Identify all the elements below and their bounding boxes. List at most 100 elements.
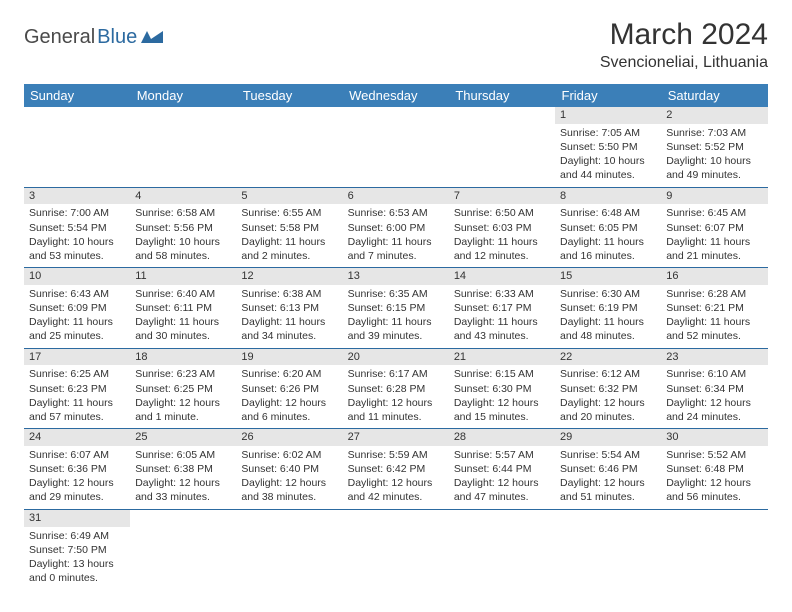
day-number: 8 — [555, 188, 661, 205]
calendar-day-cell: 2Sunrise: 7:03 AMSunset: 5:52 PMDaylight… — [661, 107, 767, 187]
daylight-text: and 11 minutes. — [348, 410, 444, 424]
title-block: March 2024 Svencioneliai, Lithuania — [600, 18, 768, 72]
calendar-day-cell: 5Sunrise: 6:55 AMSunset: 5:58 PMDaylight… — [236, 187, 342, 268]
sunrise-text: Sunrise: 6:55 AM — [241, 206, 337, 220]
weekday-header: Thursday — [449, 84, 555, 107]
daylight-text: Daylight: 12 hours — [454, 396, 550, 410]
day-number: 26 — [236, 429, 342, 446]
sunset-text: Sunset: 6:46 PM — [560, 462, 656, 476]
sunset-text: Sunset: 6:09 PM — [29, 301, 125, 315]
sunrise-text: Sunrise: 6:07 AM — [29, 448, 125, 462]
sunrise-text: Sunrise: 6:53 AM — [348, 206, 444, 220]
sunrise-text: Sunrise: 6:50 AM — [454, 206, 550, 220]
daylight-text: Daylight: 11 hours — [29, 315, 125, 329]
sunset-text: Sunset: 6:48 PM — [666, 462, 762, 476]
sunrise-text: Sunrise: 6:43 AM — [29, 287, 125, 301]
weekday-header: Tuesday — [236, 84, 342, 107]
calendar-day-cell — [236, 107, 342, 187]
calendar-day-cell: 18Sunrise: 6:23 AMSunset: 6:25 PMDayligh… — [130, 348, 236, 429]
daylight-text: Daylight: 10 hours — [135, 235, 231, 249]
daylight-text: and 42 minutes. — [348, 490, 444, 504]
sunset-text: Sunset: 6:17 PM — [454, 301, 550, 315]
sunrise-text: Sunrise: 6:23 AM — [135, 367, 231, 381]
day-number: 15 — [555, 268, 661, 285]
daylight-text: and 58 minutes. — [135, 249, 231, 263]
calendar-day-cell: 12Sunrise: 6:38 AMSunset: 6:13 PMDayligh… — [236, 268, 342, 349]
daylight-text: Daylight: 10 hours — [666, 154, 762, 168]
day-number: 6 — [343, 188, 449, 205]
calendar-week-row: 3Sunrise: 7:00 AMSunset: 5:54 PMDaylight… — [24, 187, 768, 268]
sunrise-text: Sunrise: 6:02 AM — [241, 448, 337, 462]
sunset-text: Sunset: 6:42 PM — [348, 462, 444, 476]
sunset-text: Sunset: 6:36 PM — [29, 462, 125, 476]
day-number: 21 — [449, 349, 555, 366]
sunrise-text: Sunrise: 6:45 AM — [666, 206, 762, 220]
daylight-text: Daylight: 12 hours — [560, 396, 656, 410]
day-number: 19 — [236, 349, 342, 366]
sunset-text: Sunset: 6:32 PM — [560, 382, 656, 396]
sunset-text: Sunset: 6:25 PM — [135, 382, 231, 396]
daylight-text: Daylight: 10 hours — [29, 235, 125, 249]
calendar-day-cell — [236, 509, 342, 589]
daylight-text: and 25 minutes. — [29, 329, 125, 343]
sunrise-text: Sunrise: 6:17 AM — [348, 367, 444, 381]
daylight-text: and 15 minutes. — [454, 410, 550, 424]
day-number: 9 — [661, 188, 767, 205]
daylight-text: Daylight: 11 hours — [454, 235, 550, 249]
sunset-text: Sunset: 7:50 PM — [29, 543, 125, 557]
daylight-text: and 49 minutes. — [666, 168, 762, 182]
day-number: 11 — [130, 268, 236, 285]
logo-text-1: General — [24, 26, 95, 49]
daylight-text: Daylight: 11 hours — [241, 235, 337, 249]
calendar-day-cell: 6Sunrise: 6:53 AMSunset: 6:00 PMDaylight… — [343, 187, 449, 268]
day-number: 20 — [343, 349, 449, 366]
daylight-text: and 21 minutes. — [666, 249, 762, 263]
day-number: 3 — [24, 188, 130, 205]
sunset-text: Sunset: 6:26 PM — [241, 382, 337, 396]
calendar-table: SundayMondayTuesdayWednesdayThursdayFrid… — [24, 84, 768, 589]
day-number: 30 — [661, 429, 767, 446]
header: GeneralBlue March 2024 Svencioneliai, Li… — [24, 18, 768, 72]
sunrise-text: Sunrise: 6:28 AM — [666, 287, 762, 301]
sunset-text: Sunset: 6:11 PM — [135, 301, 231, 315]
sunset-text: Sunset: 6:28 PM — [348, 382, 444, 396]
weekday-header: Wednesday — [343, 84, 449, 107]
daylight-text: Daylight: 12 hours — [135, 396, 231, 410]
calendar-week-row: 10Sunrise: 6:43 AMSunset: 6:09 PMDayligh… — [24, 268, 768, 349]
calendar-day-cell: 10Sunrise: 6:43 AMSunset: 6:09 PMDayligh… — [24, 268, 130, 349]
sunrise-text: Sunrise: 5:54 AM — [560, 448, 656, 462]
sunrise-text: Sunrise: 6:20 AM — [241, 367, 337, 381]
sunrise-text: Sunrise: 6:35 AM — [348, 287, 444, 301]
daylight-text: and 48 minutes. — [560, 329, 656, 343]
daylight-text: Daylight: 12 hours — [348, 476, 444, 490]
calendar-day-cell — [343, 509, 449, 589]
sunrise-text: Sunrise: 6:40 AM — [135, 287, 231, 301]
calendar-week-row: 24Sunrise: 6:07 AMSunset: 6:36 PMDayligh… — [24, 429, 768, 510]
sunset-text: Sunset: 6:13 PM — [241, 301, 337, 315]
sunrise-text: Sunrise: 7:05 AM — [560, 126, 656, 140]
day-number: 23 — [661, 349, 767, 366]
daylight-text: Daylight: 12 hours — [241, 476, 337, 490]
day-number: 12 — [236, 268, 342, 285]
calendar-day-cell — [343, 107, 449, 187]
calendar-day-cell: 26Sunrise: 6:02 AMSunset: 6:40 PMDayligh… — [236, 429, 342, 510]
calendar-day-cell: 23Sunrise: 6:10 AMSunset: 6:34 PMDayligh… — [661, 348, 767, 429]
day-number: 16 — [661, 268, 767, 285]
calendar-day-cell — [130, 107, 236, 187]
sunrise-text: Sunrise: 6:25 AM — [29, 367, 125, 381]
daylight-text: Daylight: 11 hours — [666, 235, 762, 249]
day-number: 14 — [449, 268, 555, 285]
daylight-text: and 2 minutes. — [241, 249, 337, 263]
sunset-text: Sunset: 6:05 PM — [560, 221, 656, 235]
calendar-day-cell: 9Sunrise: 6:45 AMSunset: 6:07 PMDaylight… — [661, 187, 767, 268]
daylight-text: and 12 minutes. — [454, 249, 550, 263]
sunrise-text: Sunrise: 5:52 AM — [666, 448, 762, 462]
sunrise-text: Sunrise: 6:15 AM — [454, 367, 550, 381]
calendar-day-cell: 11Sunrise: 6:40 AMSunset: 6:11 PMDayligh… — [130, 268, 236, 349]
sunset-text: Sunset: 6:34 PM — [666, 382, 762, 396]
daylight-text: Daylight: 11 hours — [29, 396, 125, 410]
calendar-week-row: 31Sunrise: 6:49 AMSunset: 7:50 PMDayligh… — [24, 509, 768, 589]
day-number: 22 — [555, 349, 661, 366]
calendar-day-cell: 17Sunrise: 6:25 AMSunset: 6:23 PMDayligh… — [24, 348, 130, 429]
daylight-text: and 43 minutes. — [454, 329, 550, 343]
